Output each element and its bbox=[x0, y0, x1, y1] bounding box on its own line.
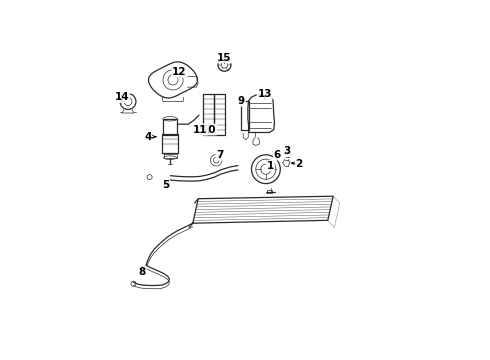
Text: 7: 7 bbox=[216, 150, 223, 160]
Text: 2: 2 bbox=[295, 159, 303, 169]
Text: 4: 4 bbox=[144, 132, 151, 142]
Text: 6: 6 bbox=[274, 150, 281, 160]
Text: 15: 15 bbox=[217, 53, 232, 63]
Text: 1: 1 bbox=[267, 161, 274, 171]
Text: 3: 3 bbox=[284, 146, 291, 156]
Text: 14: 14 bbox=[115, 92, 129, 102]
Text: 8: 8 bbox=[139, 267, 146, 277]
Text: 12: 12 bbox=[172, 67, 187, 77]
Text: 10: 10 bbox=[202, 125, 216, 135]
Text: 5: 5 bbox=[162, 180, 170, 190]
Text: 9: 9 bbox=[238, 96, 245, 106]
Text: 13: 13 bbox=[258, 89, 272, 99]
Text: 11: 11 bbox=[193, 125, 207, 135]
